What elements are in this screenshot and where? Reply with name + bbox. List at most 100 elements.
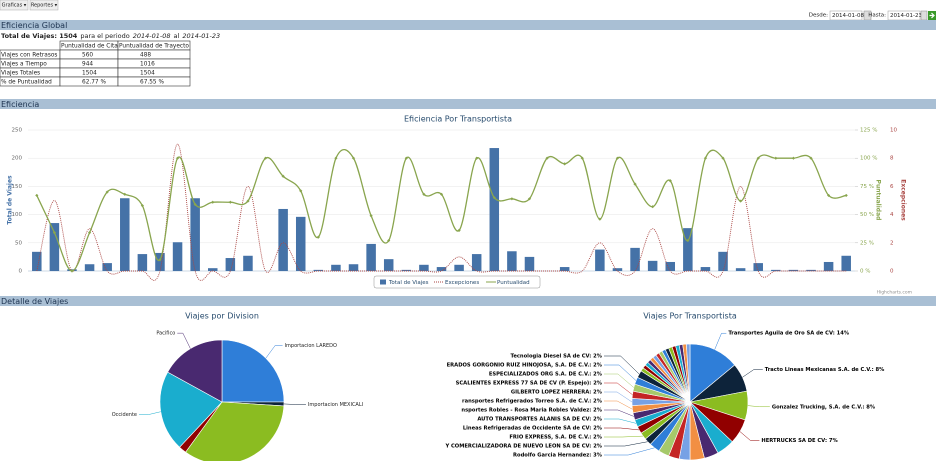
slice-label: GILBERTO LOPEZ HERRERA: 2% [511, 390, 603, 396]
label-connector [742, 369, 763, 378]
y3-tick-label: 4 [890, 212, 894, 218]
marker [351, 156, 356, 160]
bar [665, 261, 675, 271]
y3-tick-label: 6 [890, 184, 894, 190]
pie-slice [686, 343, 691, 403]
table-value: Viajes Totales [1, 71, 40, 77]
marker [263, 156, 268, 160]
date-value[interactable]: 2014-01-08 [832, 13, 864, 19]
label-connector [604, 391, 633, 403]
bar [366, 243, 376, 271]
label-connector [177, 332, 191, 349]
chart-title: Viajes por Division [185, 312, 259, 321]
table-header: Puntualidad de Cita [61, 44, 118, 50]
menu-label[interactable]: Reportes ▾ [31, 3, 58, 9]
marker [510, 197, 514, 201]
line [36, 143, 847, 281]
summary-date: 2014-01-08 [133, 32, 171, 40]
marker [686, 238, 690, 243]
calendar-button[interactable] [920, 10, 928, 21]
table-value: Viajes a Tiempo [1, 62, 47, 68]
summary: Total de Viajes: 1504 para el periodo 2014… [1, 32, 220, 40]
marker [70, 269, 74, 273]
table-cell [117, 49, 191, 60]
y-tick-label: 250 [12, 128, 23, 134]
bar [419, 264, 429, 271]
marker [158, 258, 162, 262]
marker [211, 200, 215, 204]
marker [668, 179, 672, 183]
marker [721, 156, 725, 160]
bar [454, 264, 464, 271]
table-value: 67.55 % [140, 80, 164, 86]
bar [331, 264, 341, 271]
marker [228, 200, 232, 204]
marker [756, 156, 760, 160]
to-label: Hasta: [868, 13, 886, 19]
marker [457, 228, 461, 232]
label-connector [604, 382, 633, 395]
slice-label: Lineas Refrigeradas de Occidente SA de C… [463, 426, 603, 432]
y3-tick-label: 0 [890, 269, 894, 275]
bar [647, 260, 658, 271]
marker [563, 162, 567, 166]
slice-label: Y COMERCIALIZADORA DE NUEVO LEON SA DE C… [444, 444, 602, 450]
bar [401, 269, 412, 271]
table-value: 1016 [140, 62, 155, 68]
menu-button[interactable] [29, 0, 59, 11]
marker [598, 217, 602, 221]
table-value: 1504 [82, 71, 97, 77]
section-bar [0, 20, 936, 30]
bar [524, 256, 535, 271]
marker [105, 190, 109, 194]
label-connector [283, 403, 306, 405]
table-value: 1504 [140, 71, 155, 77]
slice-label: Transportes Aguila de Oro SA de CV: 14% [728, 331, 849, 337]
marker [316, 235, 320, 239]
marker [527, 197, 532, 201]
summary-text: para el periodo [80, 32, 129, 40]
table-value: 560 [82, 53, 93, 59]
table-value: 944 [82, 62, 93, 68]
slice-label: Tracto Lineas Mexicanas S.A. de C.V.: 8% [765, 367, 885, 373]
marker [475, 156, 479, 160]
bar [489, 148, 500, 271]
marker [334, 156, 338, 160]
y-tick-label: 100 [12, 212, 23, 218]
slice-label: SCALIENTES EXPRESS 77 SA DE CV (P. Espej… [456, 381, 603, 387]
legend-box [373, 275, 541, 289]
go-arrow [929, 12, 935, 19]
y3-axis-title: Excepciones [900, 179, 907, 221]
bar [788, 269, 799, 271]
marker [35, 193, 39, 198]
from-label: Desde: [809, 13, 828, 19]
slice-label: ERADOS GORGONIO RUIZ HINOJOSA, S.A. DE C… [447, 363, 603, 369]
date-value[interactable]: 2014-01-23 [890, 13, 922, 19]
menu-button[interactable] [0, 0, 29, 11]
bar [225, 258, 236, 271]
y2-axis-title: Puntualidad [875, 180, 882, 221]
summary-date: 2014-01-23 [182, 32, 220, 40]
y-tick-label: 50 [15, 240, 22, 246]
bar [753, 263, 763, 271]
y-axis-title: Total de Viajes [7, 175, 14, 225]
marker [404, 156, 408, 160]
bar [190, 198, 200, 271]
label-connector [604, 427, 640, 431]
bar [243, 255, 253, 271]
marker [545, 156, 549, 160]
marker [774, 156, 778, 160]
bar [278, 208, 288, 271]
section-title: Detalle de Viajes [1, 297, 68, 306]
bar [806, 269, 816, 271]
section-bar [0, 296, 936, 306]
bar [348, 264, 359, 271]
label-connector [604, 447, 655, 456]
slice-label: Tecnologia Diesel SA de CV: 2% [510, 354, 602, 360]
menu-label[interactable]: Graficas ▾ [2, 3, 27, 9]
y2-tick-label: 100 % [860, 156, 877, 162]
bar [559, 267, 570, 271]
bar [841, 255, 851, 271]
bar [295, 216, 306, 271]
